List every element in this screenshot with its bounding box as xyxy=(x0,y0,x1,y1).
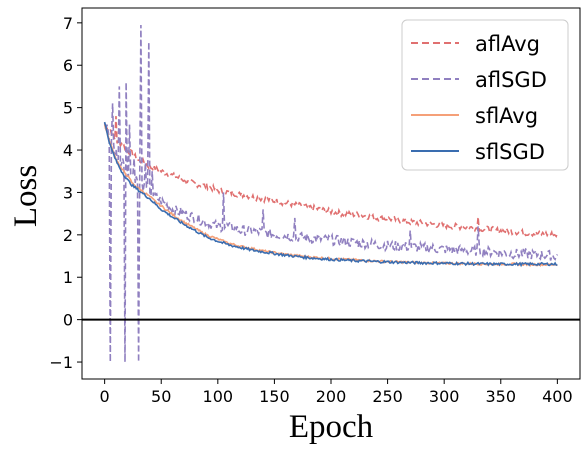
y-tick-label: 4 xyxy=(63,141,73,160)
x-tick-label: 300 xyxy=(429,387,460,406)
x-tick-label: 50 xyxy=(151,387,171,406)
series-line-aflSGD xyxy=(103,24,559,363)
y-tick-label: 5 xyxy=(63,99,73,118)
y-tick-label: 6 xyxy=(63,56,73,75)
legend-label-aflSGD: aflSGD xyxy=(475,68,547,92)
x-tick-label: 100 xyxy=(203,387,234,406)
y-tick-label: 1 xyxy=(63,268,73,287)
y-tick-label: −1 xyxy=(49,353,73,372)
x-tick-label: 200 xyxy=(316,387,347,406)
series-line-aflAvg xyxy=(104,116,559,240)
plot-area xyxy=(103,24,559,363)
legend-box xyxy=(401,19,569,171)
x-tick-label: 400 xyxy=(542,387,573,406)
legend-label-sflSGD: sflSGD xyxy=(475,140,545,164)
y-axis-title: Loss xyxy=(8,165,44,227)
x-axis-ticks: 0 50 100 150 200 250 300 350 400 xyxy=(100,379,573,406)
y-tick-label: 3 xyxy=(63,183,73,202)
series-line-sflSGD xyxy=(103,121,558,268)
x-tick-label: 350 xyxy=(485,387,516,406)
legend-label-aflAvg: aflAvg xyxy=(475,32,540,56)
x-tick-label: 0 xyxy=(100,387,110,406)
legend-label-sflAvg: sflAvg xyxy=(475,104,538,128)
x-tick-label: 250 xyxy=(372,387,403,406)
y-tick-label: 7 xyxy=(63,14,73,33)
y-tick-label: 2 xyxy=(63,226,73,245)
x-axis-title: Epoch xyxy=(289,409,374,445)
x-tick-label: 150 xyxy=(259,387,290,406)
y-axis-ticks: −1 0 1 2 3 4 5 6 7 xyxy=(49,14,82,372)
y-tick-label: 0 xyxy=(63,311,73,330)
legend: aflAvg aflSGD sflAvg sflSGD xyxy=(401,19,569,171)
